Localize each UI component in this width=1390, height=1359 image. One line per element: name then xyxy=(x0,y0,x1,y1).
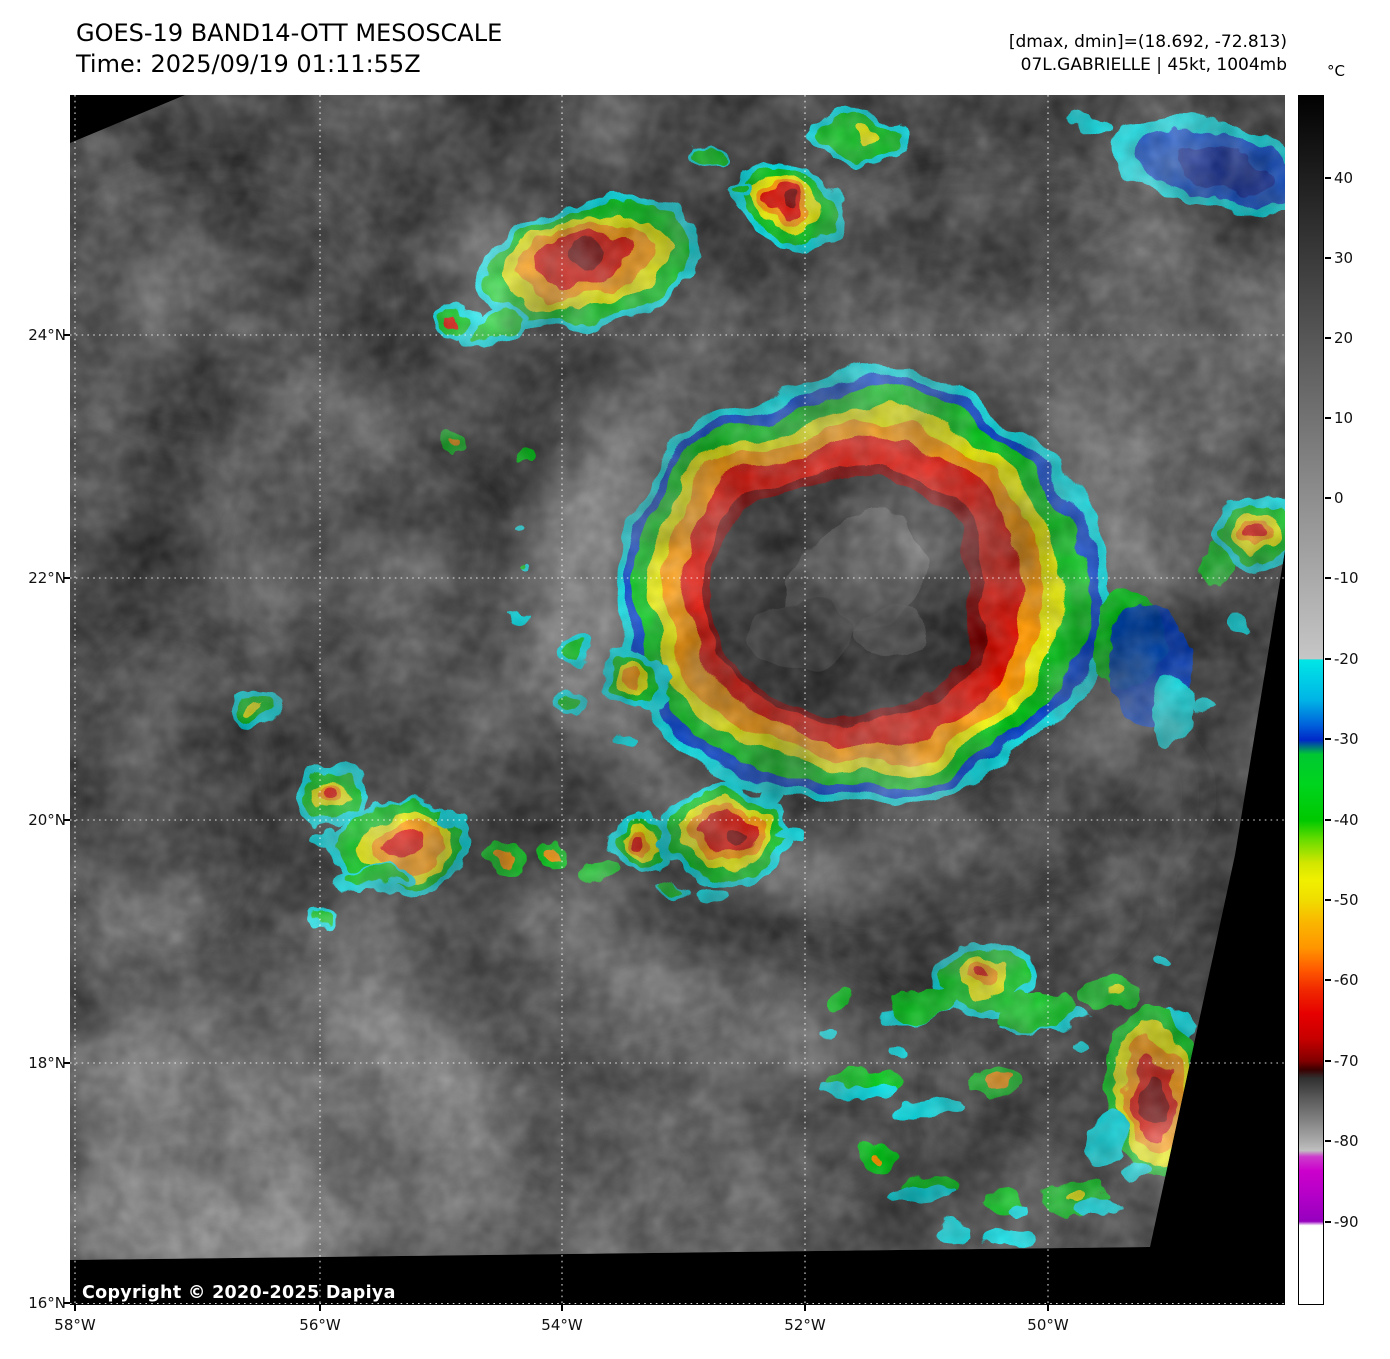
dmax-dmin-label: [dmax, dmin]=(18.692, -72.813) xyxy=(1008,32,1287,52)
satellite-map: Copyright © 2020-2025 Dapiya xyxy=(70,95,1285,1305)
axis-tick xyxy=(319,1305,321,1311)
axis-tick xyxy=(64,334,70,336)
colorbar-tick-label: -70 xyxy=(1325,1052,1359,1070)
copyright-label: Copyright © 2020-2025 Dapiya xyxy=(82,1283,396,1303)
storm-info-label: 07L.GABRIELLE | 45kt, 1004mb xyxy=(1020,55,1287,75)
axis-tick xyxy=(64,1062,70,1064)
colorbar-tick-label: -40 xyxy=(1325,811,1359,829)
axis-tick xyxy=(64,577,70,579)
lat-axis-label: 16°N xyxy=(28,1294,66,1312)
cloud-grain-dark xyxy=(70,95,1285,1260)
colorbar-tick-label: -60 xyxy=(1325,971,1359,989)
axis-tick xyxy=(804,1305,806,1311)
axis-tick xyxy=(64,1302,70,1304)
colorbar-tick-label: 40 xyxy=(1324,169,1354,187)
colorbar-tick-label: -10 xyxy=(1325,569,1359,587)
colorbar-tick-label: 10 xyxy=(1324,409,1354,427)
satellite-map-container: Copyright © 2020-2025 Dapiya xyxy=(70,95,1285,1305)
lat-axis-label: 24°N xyxy=(28,326,66,344)
lon-axis-label: 54°W xyxy=(541,1316,583,1334)
colorbar-tick-label: -80 xyxy=(1325,1132,1359,1150)
lon-axis-label: 58°W xyxy=(54,1316,96,1334)
lat-axis-label: 18°N xyxy=(28,1054,66,1072)
lon-axis-label: 50°W xyxy=(1027,1316,1069,1334)
lon-axis-label: 56°W xyxy=(299,1316,341,1334)
lat-axis-label: 20°N xyxy=(28,811,66,829)
colorbar-tick-label: 0 xyxy=(1325,489,1344,507)
imagery-layer xyxy=(70,95,1285,1260)
colorbar-tick-label: -20 xyxy=(1325,650,1359,668)
axis-tick xyxy=(74,1305,76,1311)
axis-tick xyxy=(1047,1305,1049,1311)
title-block: GOES-19 BAND14-OTT MESOSCALE Time: 2025/… xyxy=(76,18,502,80)
colorbar-tick-label: 30 xyxy=(1324,249,1354,267)
axis-tick xyxy=(64,819,70,821)
colorbar-tick-label: -90 xyxy=(1325,1213,1359,1231)
meta-block: [dmax, dmin]=(18.692, -72.813) 07L.GABRI… xyxy=(1009,31,1287,77)
lon-axis-label: 52°W xyxy=(784,1316,826,1334)
lat-axis-label: 22°N xyxy=(28,569,66,587)
colorbar-tick-label: -30 xyxy=(1325,730,1359,748)
axis-tick xyxy=(561,1305,563,1311)
temperature-colorbar xyxy=(1298,95,1324,1305)
colorbar-tick-label: 20 xyxy=(1324,329,1354,347)
colorbar-unit-label: °C xyxy=(1327,62,1345,80)
time-label: Time: 2025/09/19 01:11:55Z xyxy=(76,50,421,78)
page-title: GOES-19 BAND14-OTT MESOSCALE xyxy=(76,19,503,47)
colorbar-tick-label: -50 xyxy=(1325,891,1359,909)
